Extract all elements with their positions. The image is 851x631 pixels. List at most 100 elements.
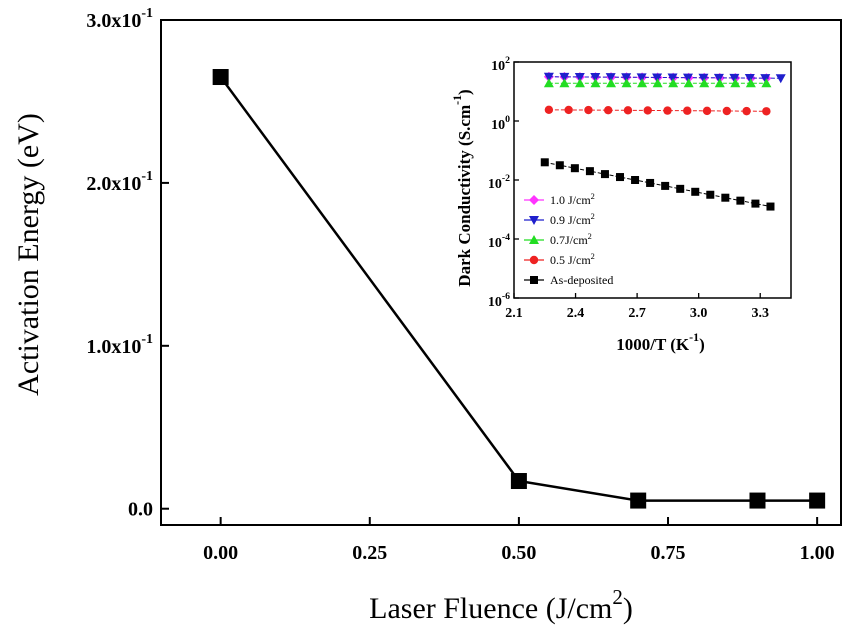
inset-data-point <box>574 72 585 82</box>
x-axis-label: Laser Fluence (J/cm2) <box>369 585 633 625</box>
inset-y-tick-label-sup: -6 <box>502 291 510 302</box>
inset-x-axis-label-end: ) <box>699 335 705 354</box>
inset-data-point <box>621 73 632 83</box>
inset-data-point <box>540 158 549 167</box>
inset-y-tick-label-text: 10 <box>488 295 502 310</box>
inset-data-point <box>766 202 775 211</box>
y-axis-label: Activation Energy (eV) <box>12 113 45 396</box>
inset-data-point <box>585 167 594 176</box>
inset-y-tick-label-sup: 2 <box>505 55 510 66</box>
y-tick-label-sup: -1 <box>141 6 153 21</box>
legend-label-text: 0.9 J/cm <box>550 213 591 227</box>
inset-data-point <box>714 78 725 88</box>
inset-data-point <box>702 106 712 116</box>
legend-label: 0.7J/cm2 <box>550 232 592 247</box>
inset-data-point <box>543 72 554 82</box>
inset-y-tick-label: 10-2 <box>488 173 510 192</box>
x-tick-label: 0.50 <box>501 542 536 564</box>
legend-label-text: 1.0 J/cm <box>550 193 591 207</box>
inset-y-tick-label-sup: -2 <box>502 173 510 184</box>
inset-data-point <box>668 78 679 88</box>
inset-data-point <box>584 105 593 115</box>
inset-data-point <box>590 73 601 83</box>
inset-data-point <box>570 164 579 173</box>
inset-y-axis-label-sup: -1 <box>450 95 464 105</box>
inset-x-tick-label: 3.3 <box>751 306 769 321</box>
x-tick-label: 0.00 <box>203 542 238 564</box>
inset-x-tick-label: 2.4 <box>567 306 585 321</box>
inset-series-line <box>548 76 781 79</box>
inset-plot: 2.1 2.4 2.7 3.0 3.310210010-210-410-61000/T … <box>450 55 792 354</box>
inset-x-axis-label-sup: -1 <box>689 330 699 344</box>
inset-data-point <box>676 184 685 193</box>
inset-series-line <box>544 161 771 208</box>
inset-data-point <box>544 105 554 114</box>
legend-marker <box>529 235 539 244</box>
data-point-marker <box>510 473 527 490</box>
inset-data-point <box>606 78 617 88</box>
inset-data-point <box>698 73 709 83</box>
y-tick-label-text: 3.0x10 <box>86 10 141 32</box>
inset-data-point <box>722 106 732 116</box>
inset-data-point <box>667 73 678 83</box>
inset-data-point <box>605 73 616 83</box>
inset-y-tick-label-text: 10 <box>491 118 505 133</box>
inset-data-point <box>706 190 715 199</box>
inset-data-point <box>559 72 570 82</box>
inset-data-point <box>623 106 633 115</box>
inset-data-point <box>721 193 730 202</box>
x-tick-label: 0.25 <box>352 542 387 564</box>
legend-label: 1.0 J/cm2 <box>550 192 595 207</box>
legend-label-text: 0.5 J/cm <box>550 253 591 267</box>
inset-data-point <box>636 73 647 83</box>
y-tick-label-text: 0.0 <box>128 499 153 521</box>
inset-y-tick-label: 102 <box>491 55 510 74</box>
inset-x-axis-label-text: 1000/T (K <box>616 335 690 354</box>
inset-data-point <box>574 78 585 88</box>
inset-data-point <box>600 170 609 179</box>
legend-label-text: 0.7J/cm <box>550 233 588 247</box>
inset-y-axis-label-text: Dark Conductivity (S.cm <box>455 105 474 287</box>
inset-data-point <box>683 78 694 88</box>
legend-marker <box>529 216 539 225</box>
y-tick-label-sup: -1 <box>141 332 153 347</box>
inset-data-point <box>555 161 564 170</box>
data-point-marker <box>809 492 826 509</box>
y-tick-label: 1.0x10-1 <box>86 332 153 358</box>
legend-marker <box>530 276 538 284</box>
inset-data-point <box>543 78 554 88</box>
legend-label: 0.5 J/cm2 <box>550 252 595 267</box>
main-plot-frame <box>160 19 842 526</box>
x-axis-label-sup: 2 <box>612 585 623 609</box>
inset-y-tick-label-text: 10 <box>491 59 505 74</box>
y-tick-label: 0.0 <box>128 499 153 521</box>
inset-data-point <box>751 199 760 208</box>
inset-x-tick-label: 2.7 <box>628 306 646 321</box>
inset-x-axis-label: 1000/T (K-1) <box>616 330 704 354</box>
legend-label-text: As-deposited <box>550 273 613 287</box>
x-tick-label: 1.00 <box>800 542 835 564</box>
legend-label-sup: 2 <box>591 192 595 201</box>
inset-y-tick-label: 10-6 <box>488 291 510 310</box>
inset-data-point <box>742 106 751 116</box>
inset-y-tick-label: 100 <box>491 114 510 133</box>
y-tick-label: 3.0x10-1 <box>86 6 153 32</box>
inset-x-tick-label: 3.0 <box>690 306 708 321</box>
main-plot: 0.00 0.25 0.50 0.75 1.000.01.0x10-12.0x10-13… <box>12 6 842 625</box>
inset-data-point <box>761 78 772 88</box>
inset-data-point <box>603 105 613 115</box>
inset-x-tick-label: 2.1 <box>505 306 523 321</box>
inset-data-point <box>559 78 570 88</box>
inset-y-tick-label-text: 10 <box>488 177 502 192</box>
inset-data-point <box>590 78 601 88</box>
data-point-marker <box>630 492 647 509</box>
inset-data-point <box>762 107 771 116</box>
inset-data-point <box>652 73 663 83</box>
legend-label-sup: 2 <box>591 212 595 221</box>
legend-label-sup: 2 <box>588 232 592 241</box>
legend-marker <box>529 195 539 205</box>
inset-y-axis-label: Dark Conductivity (S.cm-1) <box>450 89 474 286</box>
inset-data-point <box>637 78 648 88</box>
inset-data-point <box>745 78 756 88</box>
